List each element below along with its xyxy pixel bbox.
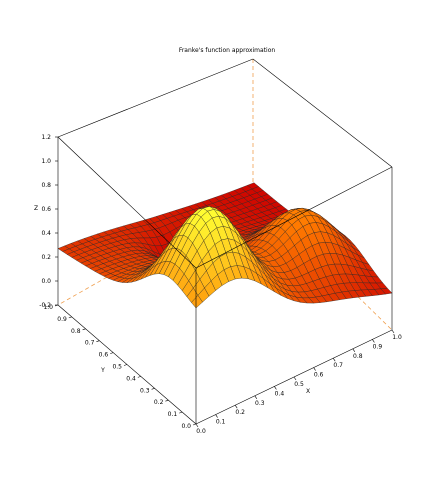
box-top-back-left [57,58,254,138]
x-tick-mark [313,367,316,371]
z-tick-label: 0.6 [41,206,51,213]
y-tick-label: 1.0 [43,304,53,311]
x-tick-mark [391,329,395,334]
box-top-front-right [195,166,393,269]
surface-mesh [57,182,393,309]
y-tick-mark [165,399,169,402]
chart-title: Franke's function approximation [179,47,276,54]
z-tick-label: -0.2 [39,302,51,309]
x-tick-label: 0.3 [255,400,265,407]
x-tick-mark [195,423,199,428]
y-tick-mark [179,411,183,414]
x-tick-mark [254,395,258,399]
y-tick-label: 0.2 [154,399,164,406]
y-tick-mark [151,388,155,390]
y-tick-label: 0.8 [71,328,81,335]
x-tick-mark [332,358,336,362]
x-tick-label: 0.2 [235,409,245,416]
y-tick-label: 0.5 [112,364,122,371]
y-tick-label: 0.6 [99,352,109,359]
x-tick-mark [274,386,277,390]
z-tick-label: 1.0 [41,158,51,165]
x-tick-mark [293,376,297,381]
y-tick-mark [110,352,114,354]
z-tick-label: 0.0 [41,278,51,285]
x-tick-mark [372,339,375,343]
x-tick-label: 0.0 [196,428,206,435]
x-tick-mark [234,405,238,409]
x-tick-label: 0.5 [294,381,304,388]
x-tick-label: 1.0 [392,334,402,341]
y-tick-label: 0.7 [85,340,95,347]
y-tick-mark [68,316,72,319]
x-tick-label: 0.6 [314,372,324,379]
y-tick-mark [82,328,86,331]
x-tick-mark [215,414,218,418]
x-tick-label: 0.8 [353,353,363,360]
x-tick-label: 0.7 [333,362,343,369]
y-tick-label: 0.3 [140,387,150,394]
surface-patch [191,295,203,309]
hidden-edge-right [252,193,393,331]
axes: 0.00.10.20.30.40.50.60.70.80.91.00.00.10… [39,134,402,435]
y-tick-mark [192,423,197,426]
z-tick-label: 0.4 [41,230,51,237]
x-tick-label: 0.4 [275,390,285,397]
y-axis-label: Y [100,367,105,374]
y-tick-mark [137,376,141,378]
y-tick-mark [123,364,128,366]
z-tick-label: 0.2 [41,254,51,261]
x-tick-label: 0.1 [216,419,226,426]
box-top-back-right [252,58,393,168]
y-tick-label: 0.0 [181,423,191,430]
x-tick-label: 0.9 [373,343,383,350]
y-tick-label: 0.1 [168,411,178,418]
y-tick-label: 0.9 [57,316,67,323]
z-tick-label: 1.2 [41,134,51,141]
box-top-front-left [57,136,197,269]
x-axis-label: X [306,388,310,395]
x-tick-mark [352,348,356,352]
y-tick-mark [96,340,100,342]
z-tick-label: 0.8 [41,182,51,189]
z-axis-label: Z [34,205,38,212]
y-tick-label: 0.4 [126,375,136,382]
